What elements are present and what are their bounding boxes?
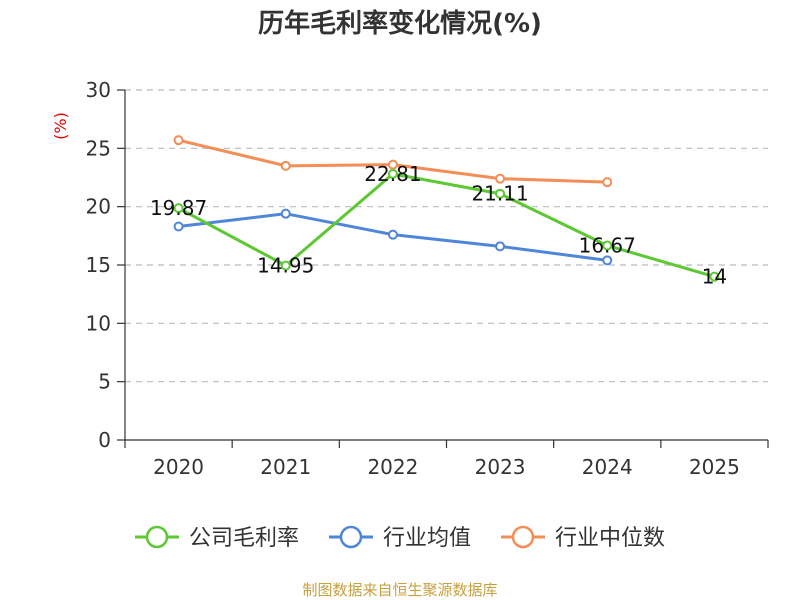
chart-title: 历年毛利率变化情况(%) (258, 8, 542, 39)
data-point[interactable] (280, 260, 291, 271)
x-tick-label: 2022 (367, 455, 418, 479)
y-tick-label: 5 (98, 370, 111, 394)
data-point[interactable] (387, 168, 398, 179)
legend-marker (339, 525, 363, 549)
data-source-note: 制图数据来自恒生聚源数据库 (302, 581, 497, 599)
data-point[interactable] (495, 173, 506, 184)
series-line (177, 172, 715, 279)
data-point[interactable] (495, 188, 506, 199)
grid-lines (125, 89, 768, 383)
y-tick-label: 15 (86, 253, 111, 277)
data-label: 22.81 (364, 162, 421, 186)
x-tick-label: 2025 (689, 455, 740, 479)
y-tick-label: 25 (86, 136, 111, 160)
x-tick-label: 2021 (260, 455, 311, 479)
data-point[interactable] (280, 208, 291, 219)
x-tick-label: 2020 (153, 455, 204, 479)
legend-label: 公司毛利率 (189, 526, 299, 551)
data-point[interactable] (173, 135, 184, 146)
data-label: 21.11 (471, 182, 528, 206)
data-label: 16.67 (579, 234, 636, 258)
legend-item[interactable]: 公司毛利率 (135, 525, 299, 551)
y-tick-label: 0 (98, 428, 111, 452)
data-labels: 19.87 14.95 22.81 21.11 16.67 14 (150, 162, 727, 289)
data-label: 14 (702, 265, 727, 289)
series-lines (173, 135, 720, 282)
x-tick-label: 2024 (582, 455, 633, 479)
legend-item[interactable]: 行业均值 (329, 525, 471, 551)
data-point[interactable] (173, 221, 184, 232)
legend-marker (145, 525, 169, 549)
legend-label: 行业中位数 (555, 526, 665, 551)
y-tick-label: 10 (86, 311, 111, 335)
data-point[interactable] (602, 177, 613, 188)
data-point[interactable] (387, 159, 398, 170)
data-label: 14.95 (257, 254, 314, 278)
y-tick-label: 30 (86, 78, 111, 102)
data-point[interactable] (495, 241, 506, 252)
data-point[interactable] (387, 229, 398, 240)
data-point[interactable] (280, 160, 291, 171)
legend-item[interactable]: 行业中位数 (501, 525, 665, 551)
legend-marker (511, 525, 535, 549)
x-tick-label: 2023 (475, 455, 526, 479)
data-point[interactable] (709, 271, 720, 282)
legend: 公司毛利率 行业均值 行业中位数 (135, 525, 665, 551)
legend-label: 行业均值 (383, 526, 471, 551)
y-axis-unit: (%) (51, 112, 70, 140)
data-point[interactable] (173, 203, 184, 214)
data-point[interactable] (602, 240, 613, 251)
data-label: 19.87 (150, 196, 207, 220)
data-point[interactable] (602, 255, 613, 266)
y-tick-label: 20 (86, 195, 111, 219)
